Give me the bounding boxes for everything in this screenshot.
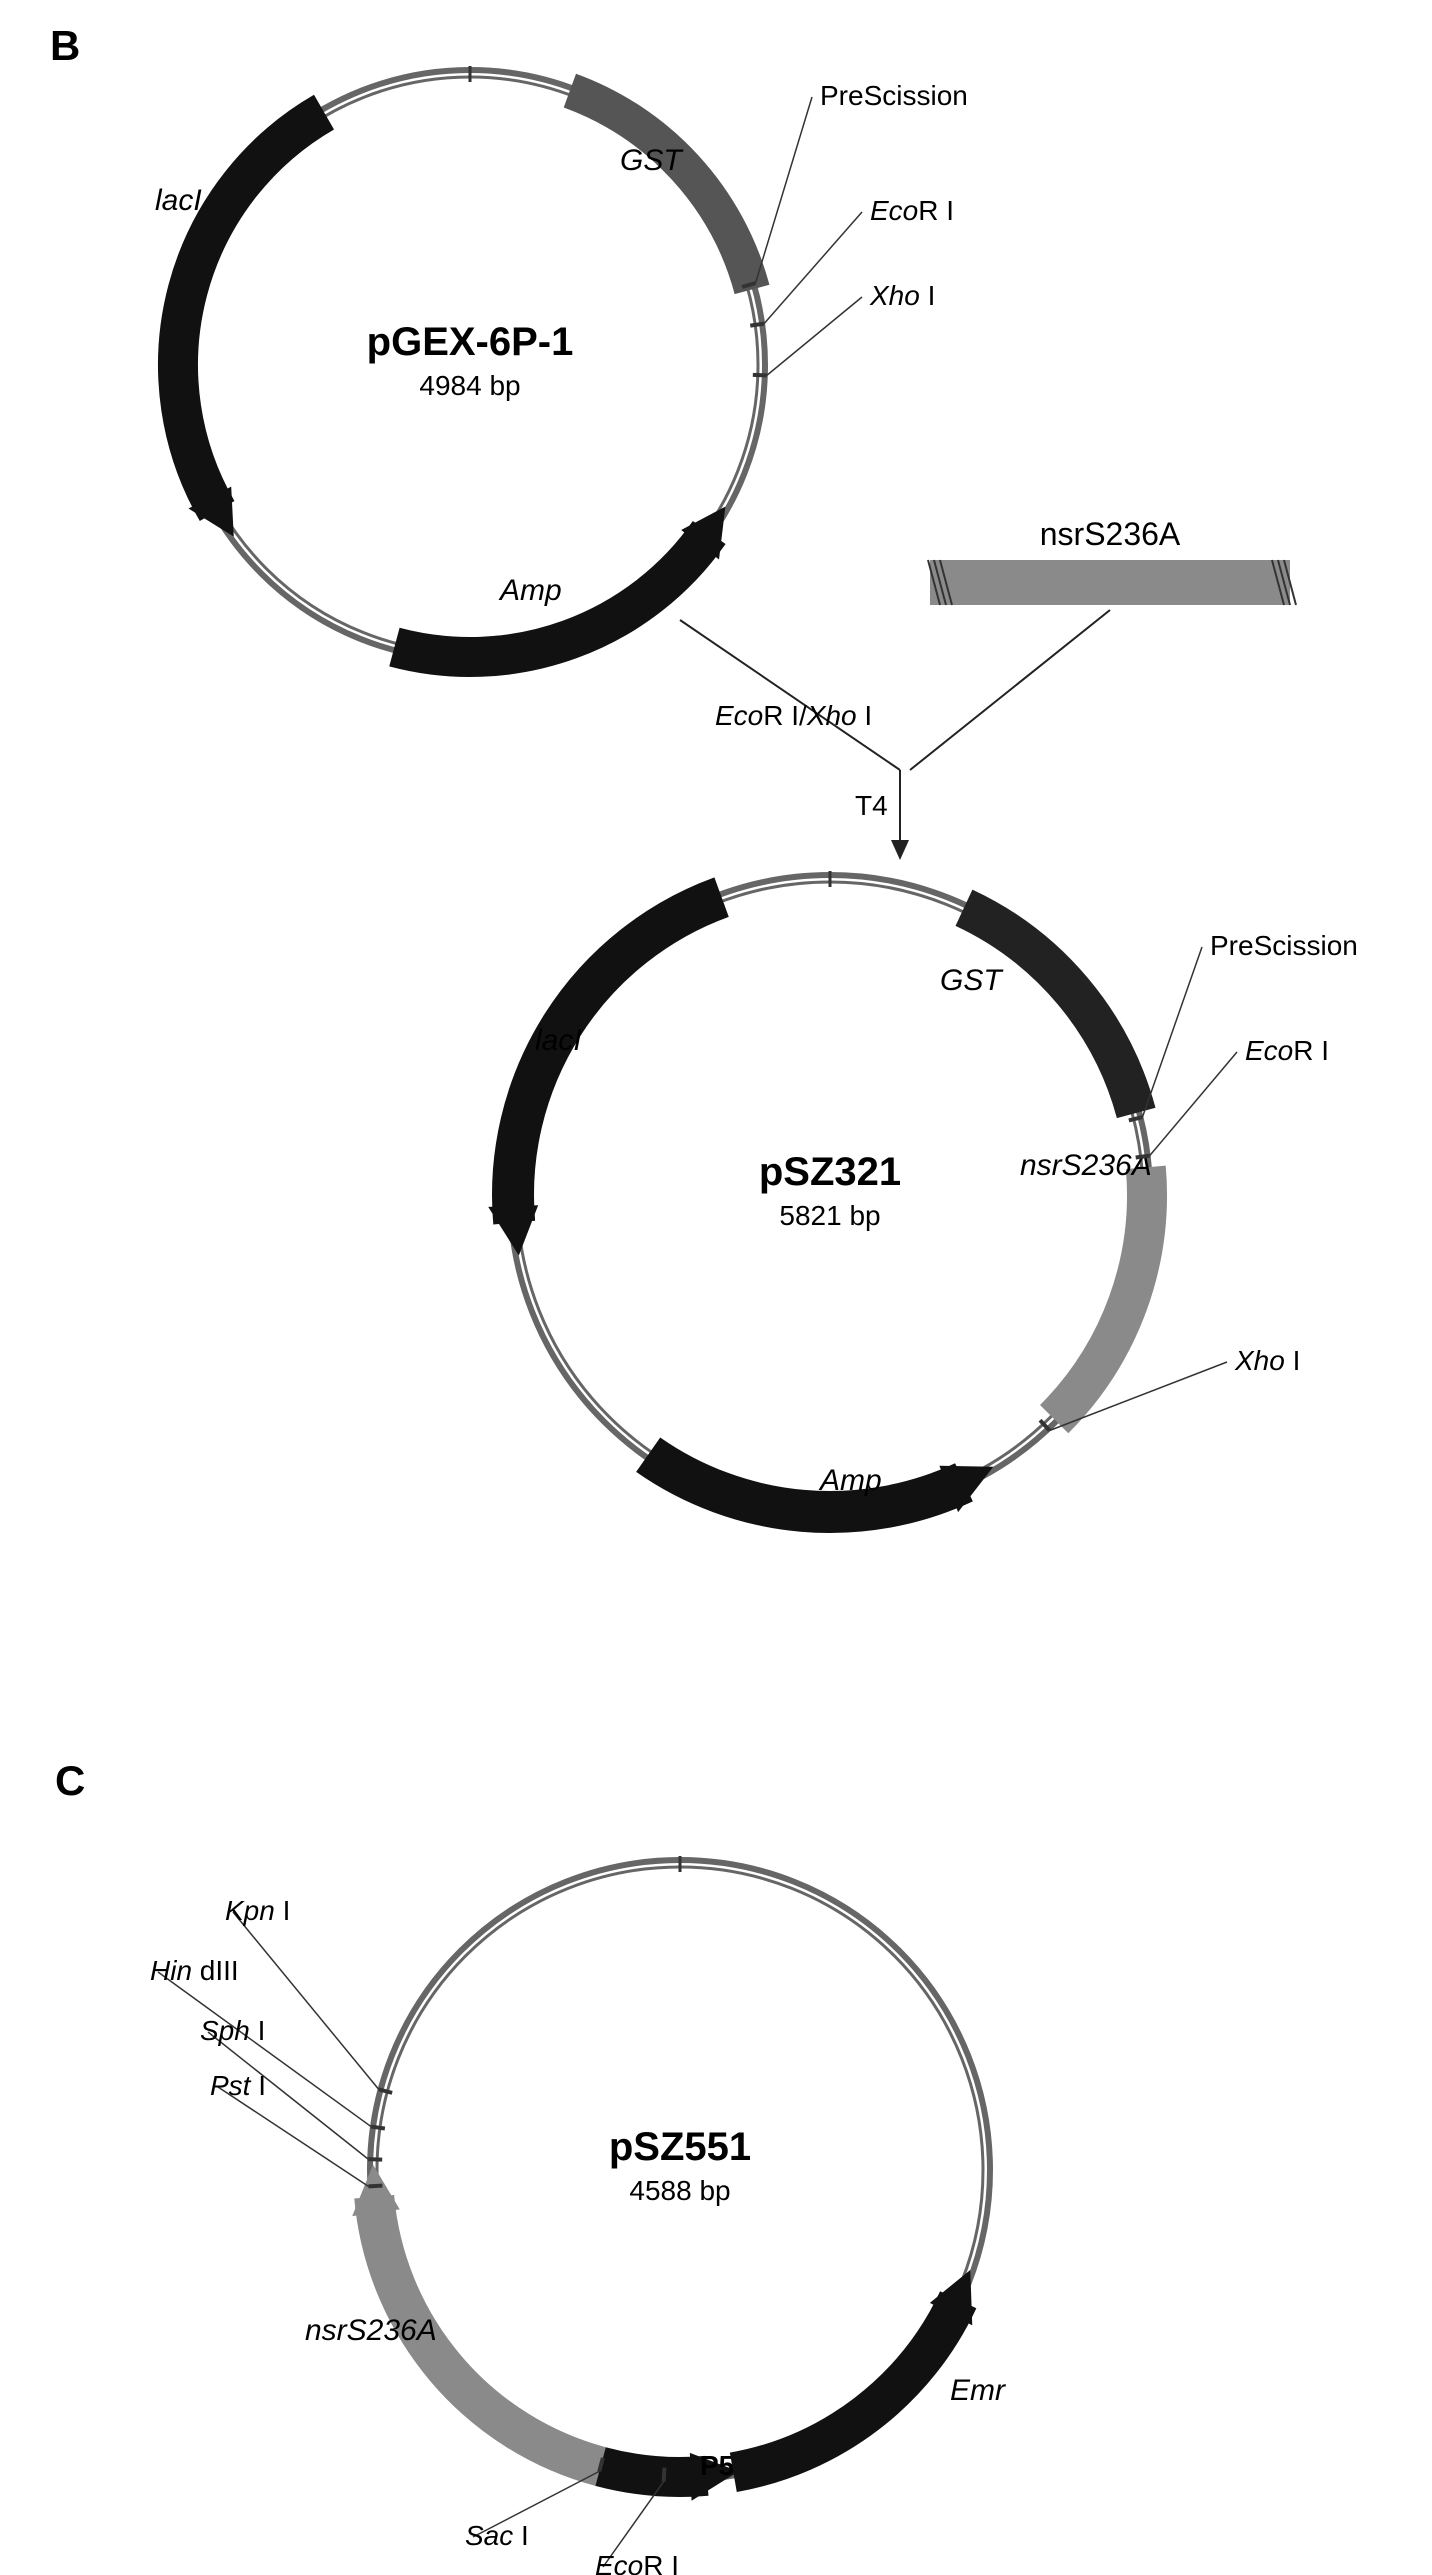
site-label-PreScission: PreScission <box>820 80 968 111</box>
site-label-PreScission: PreScission <box>1210 930 1358 961</box>
site-tick-Hin dIII <box>371 2127 385 2129</box>
feature-label-GST: GST <box>620 144 684 177</box>
site-leader-Hin dIII <box>158 1972 371 2127</box>
site-leader-Kpn I <box>233 1912 379 2089</box>
site-label-Xho I: Xho I <box>1234 1345 1300 1376</box>
feature-nsrS236A <box>1054 1167 1147 1419</box>
feature-label-nsrS236A: nsrS236A <box>305 2314 437 2347</box>
diagram-canvas: B GST lacI Amp PreScission EcoR I Xho I pGEX-6P… <box>0 0 1432 2575</box>
site-label-EcoR I: EcoR I <box>595 2550 679 2575</box>
plasmid-size: 4984 bp <box>419 370 520 401</box>
feature-lacI <box>178 112 324 511</box>
site-label-Pst I: Pst I <box>210 2070 266 2101</box>
feature-label-Amp: Amp <box>818 1464 882 1497</box>
site-label-Sph I: Sph I <box>200 2015 265 2046</box>
site-label-EcoR I: EcoR I <box>870 195 954 226</box>
feature-label-GST: GST <box>940 964 1004 997</box>
feature-GST <box>570 91 752 290</box>
plasmid-name: pGEX-6P-1 <box>367 320 574 364</box>
feature-GST <box>964 908 1136 1113</box>
feature-label-lacI: lacI <box>155 184 202 217</box>
site-label-Hin dIII: Hin dIII <box>150 1955 239 1986</box>
panel-label-c: C <box>55 1757 85 1804</box>
site-leader-EcoR I <box>1150 1052 1237 1156</box>
site-leader-Pst I <box>218 2087 368 2186</box>
site-leader-Xho I <box>767 297 862 375</box>
site-label-Xho I: Xho I <box>869 280 935 311</box>
cloning-arrow-left <box>680 620 900 770</box>
feature-lacI <box>513 897 722 1223</box>
panel-label-b: B <box>50 22 80 69</box>
feature-Emr <box>733 2300 958 2473</box>
site-label-Kpn I: Kpn I <box>225 1895 290 1926</box>
cloning-arrow-right <box>910 610 1110 770</box>
site-label-Sac I: Sac I <box>465 2520 529 2551</box>
feature-label-lacI: lacI <box>535 1024 582 1057</box>
plasmid-name: pSZ551 <box>609 2125 751 2169</box>
feature-arrow-nsrS236A <box>352 2165 400 2216</box>
plasmid-name: pSZ321 <box>759 1150 901 1194</box>
site-leader-PreScission <box>755 97 812 283</box>
plasmid-size: 5821 bp <box>779 1200 880 1231</box>
site-tick-EcoR I <box>750 324 764 326</box>
ligase-label: T4 <box>855 790 888 821</box>
feature-Amp <box>648 1455 964 1512</box>
site-leader-EcoR I <box>764 212 862 324</box>
ligation-arrowhead <box>891 840 909 860</box>
plasmid-size: 4588 bp <box>629 2175 730 2206</box>
site-tick-EcoR I <box>664 2468 665 2482</box>
site-tick-Pst I <box>368 2186 382 2187</box>
feature-label-nsrS236A: nsrS236A <box>1020 1149 1152 1182</box>
insert-fragment <box>930 560 1290 605</box>
site-tick-EcoR I <box>1136 1156 1150 1158</box>
digest-label: EcoR I/Xho I <box>715 700 872 731</box>
feature-label-Emr: Emr <box>950 2374 1006 2407</box>
site-leader-PreScission <box>1142 947 1202 1117</box>
insert-label: nsrS236A <box>1040 516 1181 552</box>
feature-label-Amp: Amp <box>498 574 562 607</box>
site-label-EcoR I: EcoR I <box>1245 1035 1329 1066</box>
